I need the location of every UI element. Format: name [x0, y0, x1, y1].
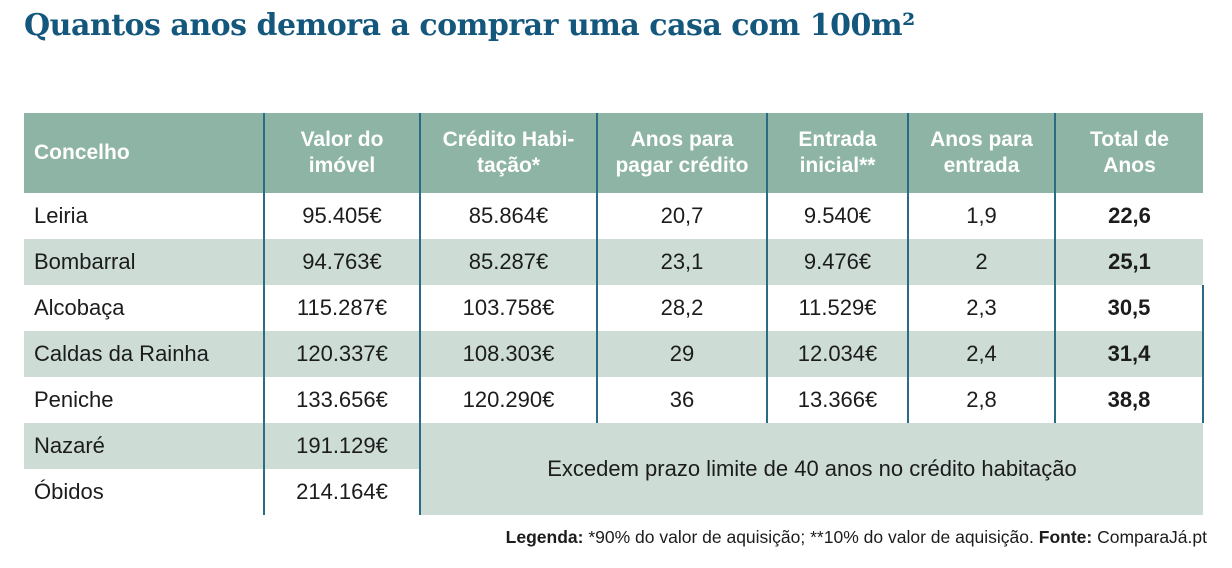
table-body: Leiria 95.405€ 85.864€ 20,7 9.540€ 1,9 2… [24, 193, 1204, 515]
cell-valor-imovel: 94.763€ [263, 239, 420, 285]
col-header-credito-habitacao: Crédito Habi- tação* [419, 113, 597, 193]
cell-concelho: Bombarral [24, 239, 264, 285]
cell-anos-entrada: 1,9 [907, 193, 1055, 239]
cell-valor-imovel: 95.405€ [263, 193, 420, 239]
cell-entrada: 13.366€ [766, 377, 908, 423]
cell-credito: 103.758€ [419, 285, 597, 331]
table-row-caldas-da-rainha: Caldas da Rainha 120.337€ 108.303€ 29 12… [24, 331, 1204, 377]
cell-valor-imovel: 120.337€ [263, 331, 420, 377]
cell-valor-imovel: 133.656€ [263, 377, 420, 423]
table-row-leiria: Leiria 95.405€ 85.864€ 20,7 9.540€ 1,9 2… [24, 193, 1203, 239]
cell-anos-credito: 20,7 [596, 193, 767, 239]
housing-years-table: Concelho Valor do imóvel Crédito Habi- t… [24, 113, 1204, 515]
cell-credito: 108.303€ [419, 331, 597, 377]
cell-anos-credito: 36 [596, 377, 767, 423]
cell-entrada: 9.476€ [766, 239, 908, 285]
table-row-nazare: Nazaré 191.129€ Excedem prazo limite de … [24, 423, 1203, 515]
cell-entrada: 9.540€ [766, 193, 908, 239]
cell-anos-entrada: 2,4 [907, 331, 1055, 377]
cell-total-anos: 31,4 [1054, 331, 1204, 377]
cell-total-anos: 22,6 [1054, 193, 1203, 239]
cell-valor-imovel: 191.129€ [263, 423, 420, 469]
cell-total-anos: 25,1 [1054, 239, 1203, 285]
table-row-alcobaca: Alcobaça 115.287€ 103.758€ 28,2 11.529€ … [24, 285, 1204, 331]
cell-credito: 85.287€ [419, 239, 597, 285]
table-row-peniche: Peniche 133.656€ 120.290€ 36 13.366€ 2,8… [24, 377, 1204, 423]
cell-entrada: 11.529€ [766, 285, 908, 331]
overflow-note: Excedem prazo limite de 40 anos no crédi… [419, 423, 1203, 515]
cell-valor-imovel: 214.164€ [263, 469, 420, 515]
legend: Legenda: *90% do valor de aquisição; **1… [506, 527, 1207, 548]
cell-entrada: 12.034€ [766, 331, 908, 377]
table-row-bombarral: Bombarral 94.763€ 85.287€ 23,1 9.476€ 2 … [24, 239, 1203, 285]
col-header-anos-pagar-credito: Anos para pagar crédito [596, 113, 767, 193]
cell-concelho: Óbidos [24, 469, 264, 515]
cell-total-anos: 30,5 [1054, 285, 1204, 331]
cell-concelho: Leiria [24, 193, 264, 239]
cell-concelho: Alcobaça [24, 285, 264, 331]
cell-anos-entrada: 2,3 [907, 285, 1055, 331]
legend-label: Legenda: [505, 527, 584, 547]
header-row: Concelho Valor do imóvel Crédito Habi- t… [24, 113, 1203, 193]
cell-concelho: Peniche [24, 377, 264, 423]
page-title: Quantos anos demora a comprar uma casa c… [24, 8, 915, 43]
col-header-total-anos: Total de Anos [1054, 113, 1203, 193]
source-label: Fonte: [1038, 527, 1093, 547]
col-header-concelho: Concelho [24, 113, 264, 193]
cell-credito: 120.290€ [419, 377, 597, 423]
col-header-anos-entrada: Anos para entrada [907, 113, 1055, 193]
cell-total-anos: 38,8 [1054, 377, 1204, 423]
col-header-valor-imovel: Valor do imóvel [263, 113, 420, 193]
legend-text: *90% do valor de aquisição; **10% do val… [583, 527, 1039, 547]
col-header-entrada-inicial: Entrada inicial** [766, 113, 908, 193]
cell-valor-imovel: 115.287€ [263, 285, 420, 331]
cell-anos-entrada: 2,8 [907, 377, 1055, 423]
cell-concelho: Nazaré [24, 423, 264, 469]
table-row-obidos: Óbidos 214.164€ [24, 469, 1203, 515]
source-text: ComparaJá.pt [1092, 527, 1207, 547]
cell-credito: 85.864€ [419, 193, 597, 239]
table-header: Concelho Valor do imóvel Crédito Habi- t… [24, 113, 1203, 193]
cell-anos-credito: 29 [596, 331, 767, 377]
cell-concelho: Caldas da Rainha [24, 331, 264, 377]
cell-anos-entrada: 2 [907, 239, 1055, 285]
cell-anos-credito: 28,2 [596, 285, 767, 331]
cell-anos-credito: 23,1 [596, 239, 767, 285]
